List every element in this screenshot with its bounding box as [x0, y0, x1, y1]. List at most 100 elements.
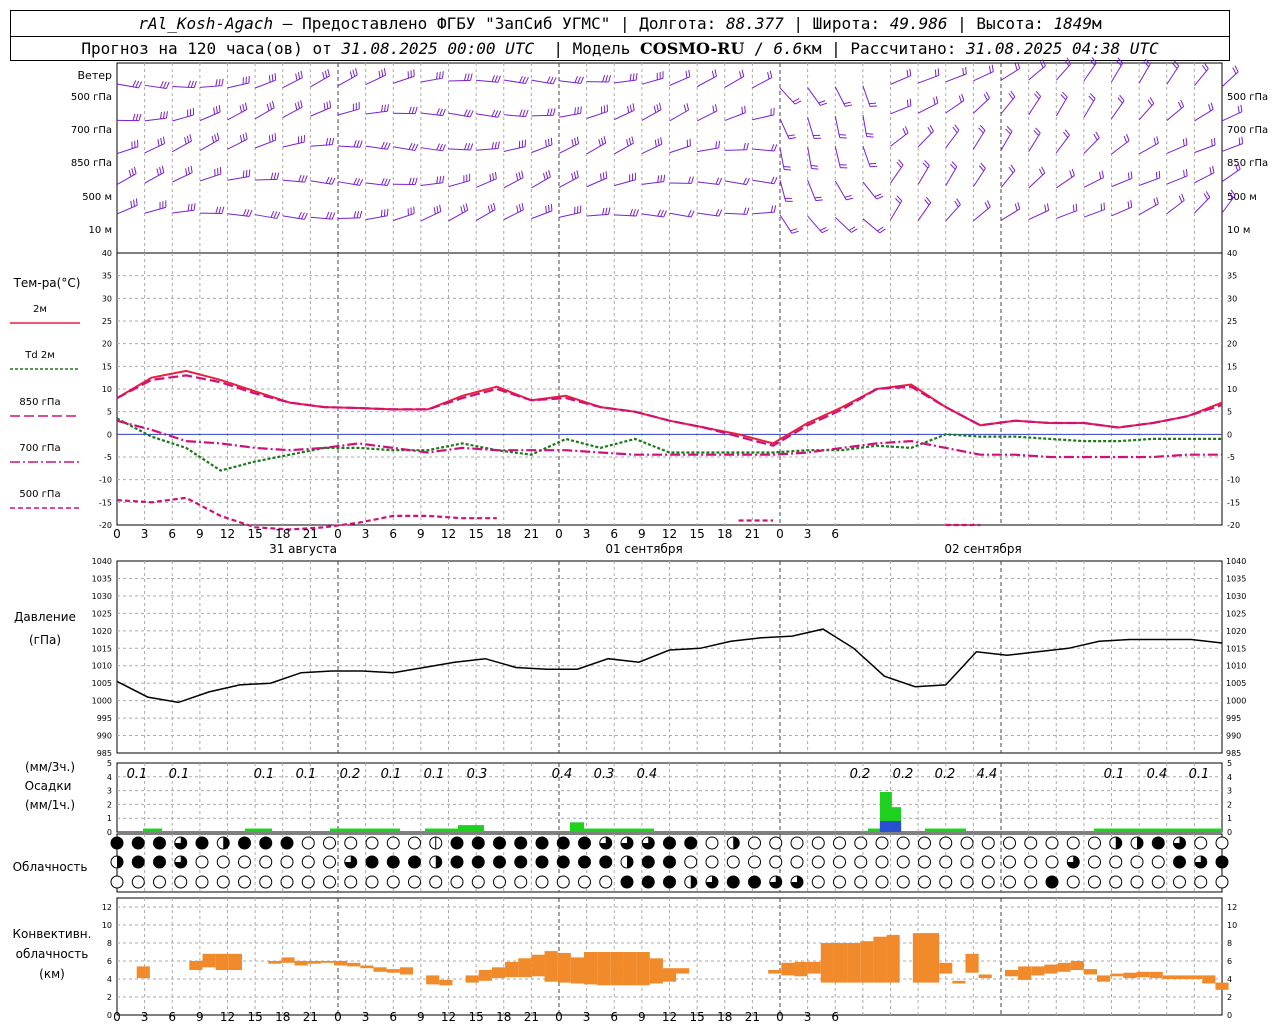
time-tick-label-bottom: 0 [334, 1010, 342, 1024]
wind-barb [1056, 203, 1078, 219]
cloud-symbol [854, 836, 868, 850]
wind-barb-staff [116, 204, 138, 215]
wind-barb-staff [862, 145, 871, 167]
wind-barb-feather [494, 110, 499, 117]
wind-barb-feather [1149, 97, 1155, 104]
wind-barb [1055, 168, 1075, 189]
cloud-symbol [493, 855, 506, 869]
wind-barb-feather [497, 141, 500, 149]
cloud-symbol [1215, 875, 1229, 889]
wind-barb [1000, 126, 1013, 151]
wind-barb-staff [586, 111, 608, 119]
wind-barb-feather [794, 100, 802, 105]
wind-barb [973, 91, 990, 114]
wind-barb-staff [199, 139, 220, 151]
cloud-circle [748, 836, 761, 850]
wind-barb-staff [254, 79, 276, 89]
wind-barb-staff [116, 83, 139, 89]
wind-barb [586, 75, 612, 83]
wind-barb-feather [327, 69, 330, 77]
wind-barb-feather [494, 75, 498, 83]
wind-barb-feather [1006, 126, 1013, 132]
wind-barb [1221, 162, 1241, 183]
cloud-three-quarter [621, 837, 633, 849]
wind-barb [752, 70, 773, 89]
wind-barb-feather [896, 161, 902, 168]
wind-barb-feather [848, 226, 856, 231]
wind-barb [1028, 90, 1042, 116]
wind-barb [337, 102, 360, 116]
wind-barb-feather [715, 141, 718, 149]
wind-barb-feather [1237, 162, 1241, 170]
wind-barb [144, 111, 168, 122]
cloud-symbol [769, 855, 783, 869]
wind-barb-feather [902, 128, 907, 135]
wind-barb-feather [980, 162, 986, 169]
cloud-circle [1130, 855, 1144, 869]
wind-barb-feather [1091, 57, 1097, 64]
cloud-circle [811, 836, 825, 850]
cloud-circle [238, 836, 251, 850]
cloud-symbol [684, 855, 698, 869]
wind-barb-feather [355, 68, 358, 76]
wind-barb [1221, 189, 1236, 214]
wind-barb-staff [448, 180, 470, 188]
wind-barb [779, 147, 792, 171]
wind-barb-feather [577, 106, 579, 114]
cloud-circle [854, 875, 868, 889]
cloud-circle [110, 875, 124, 889]
wind-barb-feather [1116, 60, 1122, 66]
wind-barb-feather [1172, 62, 1178, 69]
wind-barb-feather [359, 178, 364, 186]
wind-barb [1083, 93, 1096, 118]
wind-barb [834, 115, 847, 139]
cloud-symbol [854, 875, 868, 889]
pressure-ytick-left: 985 [97, 749, 112, 758]
wind-barb-feather [193, 203, 196, 211]
wind-barb-feather [331, 177, 336, 185]
wind-barb-feather [663, 210, 667, 218]
wind-barb-feather [1201, 64, 1207, 72]
cloud-symbol [174, 855, 188, 869]
cloud-circle [939, 855, 953, 869]
wind-barb [890, 195, 903, 221]
wind-barb-staff [282, 141, 305, 148]
conv-bar [334, 961, 348, 966]
wind-barb-feather [1234, 164, 1239, 172]
cloud-symbol [705, 836, 719, 850]
wind-barb [172, 134, 192, 153]
wind-barb-feather [1237, 105, 1240, 114]
pressure-ytick-left: 1000 [92, 697, 112, 706]
cloud-circle [1024, 855, 1038, 869]
wind-barb-feather [743, 177, 747, 185]
wind-barb-feather [242, 133, 245, 141]
time-tick-label-bottom: 3 [362, 1010, 370, 1024]
pressure-ytick-right: 1015 [1226, 644, 1246, 653]
wind-barb [972, 162, 986, 188]
conv-bar [465, 975, 479, 983]
precip-ytick-right: 1 [1227, 814, 1232, 823]
cloud-symbol [238, 875, 251, 889]
cloud-symbol [578, 875, 591, 889]
wind-barb-feather [466, 143, 471, 151]
time-tick-label: 3 [141, 527, 149, 541]
wind-barb-staff [503, 79, 526, 85]
wind-barb-feather [133, 166, 137, 174]
precip-total: 0.1 [381, 767, 402, 782]
precip-bar-shower [879, 820, 892, 832]
conv-bar [1044, 964, 1058, 974]
wind-barb-feather [464, 73, 467, 81]
wind-barb-feather [657, 138, 660, 146]
wind-barb-feather [493, 202, 496, 210]
wind-barb-staff [393, 213, 415, 221]
wind-barb-feather [245, 169, 248, 178]
cloud-symbol [386, 836, 400, 850]
wind-barb [116, 166, 137, 185]
wind-barb-staff [1111, 140, 1130, 155]
cloud-symbol [493, 875, 506, 889]
cloud-symbol [386, 875, 400, 889]
time-tick-label: 12 [662, 527, 677, 541]
wind-barb-feather [239, 135, 243, 143]
wind-barb-staff [1111, 62, 1124, 83]
conv-bar [794, 961, 808, 977]
